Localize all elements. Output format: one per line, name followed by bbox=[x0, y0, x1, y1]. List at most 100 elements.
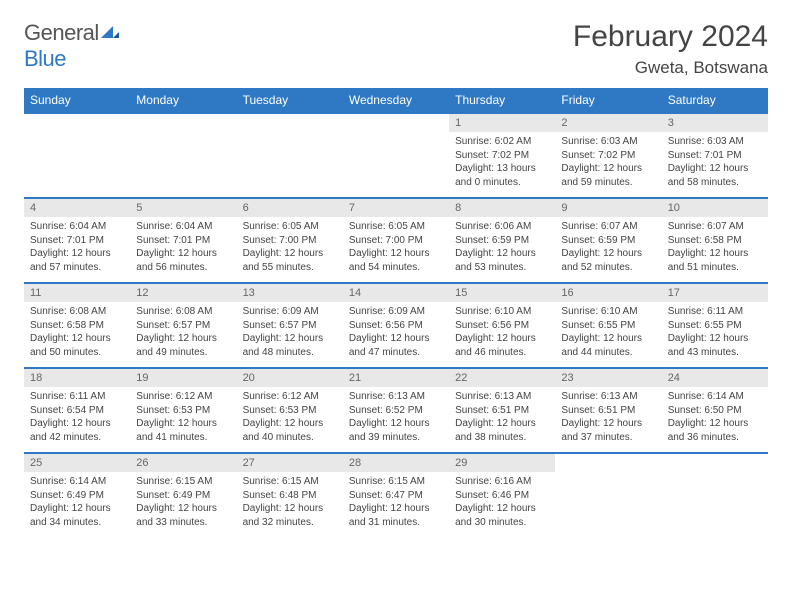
day-info: Sunrise: 6:03 AMSunset: 7:01 PMDaylight:… bbox=[662, 132, 768, 197]
calendar-empty bbox=[237, 113, 343, 198]
day-ss: Sunset: 7:01 PM bbox=[30, 234, 124, 248]
day-ss: Sunset: 6:57 PM bbox=[243, 319, 337, 333]
day-sr: Sunrise: 6:13 AM bbox=[455, 390, 549, 404]
day-ss: Sunset: 7:01 PM bbox=[136, 234, 230, 248]
day-sr: Sunrise: 6:15 AM bbox=[243, 475, 337, 489]
day-sr: Sunrise: 6:04 AM bbox=[30, 220, 124, 234]
logo-word2: Blue bbox=[24, 46, 66, 71]
day-d2: and 33 minutes. bbox=[136, 516, 230, 530]
day-number: 27 bbox=[237, 454, 343, 472]
day-sr: Sunrise: 6:16 AM bbox=[455, 475, 549, 489]
day-d1: Daylight: 12 hours bbox=[30, 502, 124, 516]
day-sr: Sunrise: 6:08 AM bbox=[136, 305, 230, 319]
day-info: Sunrise: 6:15 AMSunset: 6:48 PMDaylight:… bbox=[237, 472, 343, 537]
day-number: 3 bbox=[662, 114, 768, 132]
day-ss: Sunset: 6:48 PM bbox=[243, 489, 337, 503]
day-sr: Sunrise: 6:09 AM bbox=[243, 305, 337, 319]
day-d1: Daylight: 12 hours bbox=[243, 332, 337, 346]
day-d2: and 49 minutes. bbox=[136, 346, 230, 360]
sail-icon bbox=[99, 20, 119, 46]
day-info: Sunrise: 6:04 AMSunset: 7:01 PMDaylight:… bbox=[130, 217, 236, 282]
day-d1: Daylight: 12 hours bbox=[349, 502, 443, 516]
day-number: 26 bbox=[130, 454, 236, 472]
day-d2: and 50 minutes. bbox=[30, 346, 124, 360]
day-d1: Daylight: 12 hours bbox=[349, 332, 443, 346]
calendar-day: 26Sunrise: 6:15 AMSunset: 6:49 PMDayligh… bbox=[130, 453, 236, 537]
day-info: Sunrise: 6:07 AMSunset: 6:58 PMDaylight:… bbox=[662, 217, 768, 282]
calendar-day: 11Sunrise: 6:08 AMSunset: 6:58 PMDayligh… bbox=[24, 283, 130, 368]
day-sr: Sunrise: 6:14 AM bbox=[30, 475, 124, 489]
day-d1: Daylight: 12 hours bbox=[561, 417, 655, 431]
day-number: 14 bbox=[343, 284, 449, 302]
day-number: 9 bbox=[555, 199, 661, 217]
calendar-day: 4Sunrise: 6:04 AMSunset: 7:01 PMDaylight… bbox=[24, 198, 130, 283]
calendar-day: 12 Sunrise: 6:08 AMSunset: 6:57 PMDayligh… bbox=[130, 283, 236, 368]
day-sr: Sunrise: 6:13 AM bbox=[561, 390, 655, 404]
day-ss: Sunset: 6:55 PM bbox=[561, 319, 655, 333]
day-number: 13 bbox=[237, 284, 343, 302]
day-d2: and 59 minutes. bbox=[561, 176, 655, 190]
day-d2: and 39 minutes. bbox=[349, 431, 443, 445]
day-ss: Sunset: 6:56 PM bbox=[455, 319, 549, 333]
calendar-day: 5Sunrise: 6:04 AMSunset: 7:01 PMDaylight… bbox=[130, 198, 236, 283]
day-d2: and 34 minutes. bbox=[30, 516, 124, 530]
weekday-header: Friday bbox=[555, 88, 661, 113]
day-ss: Sunset: 6:58 PM bbox=[668, 234, 762, 248]
day-sr: Sunrise: 6:11 AM bbox=[668, 305, 762, 319]
day-d1: Daylight: 12 hours bbox=[136, 332, 230, 346]
day-sr: Sunrise: 6:15 AM bbox=[349, 475, 443, 489]
day-ss: Sunset: 6:57 PM bbox=[136, 319, 230, 333]
day-d1: Daylight: 12 hours bbox=[455, 332, 549, 346]
day-d2: and 32 minutes. bbox=[243, 516, 337, 530]
page-subtitle: Gweta, Botswana bbox=[573, 58, 768, 78]
day-info: Sunrise: 6:16 AMSunset: 6:46 PMDaylight:… bbox=[449, 472, 555, 537]
day-info: Sunrise: 6:04 AMSunset: 7:01 PMDaylight:… bbox=[24, 217, 130, 282]
day-sr: Sunrise: 6:12 AM bbox=[136, 390, 230, 404]
day-number: 19 bbox=[130, 369, 236, 387]
day-ss: Sunset: 7:00 PM bbox=[243, 234, 337, 248]
day-info: Sunrise: 6:10 AMSunset: 6:56 PMDaylight:… bbox=[449, 302, 555, 367]
calendar-body: 1Sunrise: 6:02 AMSunset: 7:02 PMDaylight… bbox=[24, 113, 768, 537]
day-number: 10 bbox=[662, 199, 768, 217]
day-info: Sunrise: 6:07 AMSunset: 6:59 PMDaylight:… bbox=[555, 217, 661, 282]
day-number: 12 bbox=[130, 284, 236, 302]
day-info: Sunrise: 6:09 AMSunset: 6:56 PMDaylight:… bbox=[343, 302, 449, 367]
calendar-day: 21Sunrise: 6:13 AMSunset: 6:52 PMDayligh… bbox=[343, 368, 449, 453]
day-ss: Sunset: 6:52 PM bbox=[349, 404, 443, 418]
day-d1: Daylight: 12 hours bbox=[30, 247, 124, 261]
day-d2: and 48 minutes. bbox=[243, 346, 337, 360]
day-d1: Daylight: 12 hours bbox=[243, 502, 337, 516]
day-number: 7 bbox=[343, 199, 449, 217]
day-d1: Daylight: 12 hours bbox=[349, 247, 443, 261]
day-d2: and 58 minutes. bbox=[668, 176, 762, 190]
day-d1: Daylight: 12 hours bbox=[136, 417, 230, 431]
day-d1: Daylight: 12 hours bbox=[455, 502, 549, 516]
day-ss: Sunset: 6:55 PM bbox=[668, 319, 762, 333]
day-d2: and 30 minutes. bbox=[455, 516, 549, 530]
day-d1: Daylight: 12 hours bbox=[561, 247, 655, 261]
day-d1: Daylight: 12 hours bbox=[136, 247, 230, 261]
logo-word1: General bbox=[24, 20, 99, 45]
day-info: Sunrise: 6:15 AMSunset: 6:47 PMDaylight:… bbox=[343, 472, 449, 537]
calendar-day: 20Sunrise: 6:12 AMSunset: 6:53 PMDayligh… bbox=[237, 368, 343, 453]
day-info: Sunrise: 6:14 AMSunset: 6:49 PMDaylight:… bbox=[24, 472, 130, 537]
day-info: Sunrise: 6:15 AMSunset: 6:49 PMDaylight:… bbox=[130, 472, 236, 537]
day-d1: Daylight: 12 hours bbox=[30, 332, 124, 346]
calendar-empty bbox=[24, 113, 130, 198]
day-d1: Daylight: 12 hours bbox=[668, 417, 762, 431]
calendar-day: 16Sunrise: 6:10 AMSunset: 6:55 PMDayligh… bbox=[555, 283, 661, 368]
day-d2: and 54 minutes. bbox=[349, 261, 443, 275]
calendar-day: 10Sunrise: 6:07 AMSunset: 6:58 PMDayligh… bbox=[662, 198, 768, 283]
weekday-header: Tuesday bbox=[237, 88, 343, 113]
day-d2: and 57 minutes. bbox=[30, 261, 124, 275]
day-number: 17 bbox=[662, 284, 768, 302]
day-info: Sunrise: 6:13 AMSunset: 6:52 PMDaylight:… bbox=[343, 387, 449, 452]
day-number: 21 bbox=[343, 369, 449, 387]
day-d2: and 52 minutes. bbox=[561, 261, 655, 275]
calendar-day: 27Sunrise: 6:15 AMSunset: 6:48 PMDayligh… bbox=[237, 453, 343, 537]
calendar-day: 25Sunrise: 6:14 AMSunset: 6:49 PMDayligh… bbox=[24, 453, 130, 537]
day-ss: Sunset: 6:49 PM bbox=[136, 489, 230, 503]
day-info: Sunrise: 6:13 AMSunset: 6:51 PMDaylight:… bbox=[449, 387, 555, 452]
day-info: Sunrise: 6:02 AMSunset: 7:02 PMDaylight:… bbox=[449, 132, 555, 197]
day-info: Sunrise: 6:08 AMSunset: 6:58 PMDaylight:… bbox=[24, 302, 130, 367]
